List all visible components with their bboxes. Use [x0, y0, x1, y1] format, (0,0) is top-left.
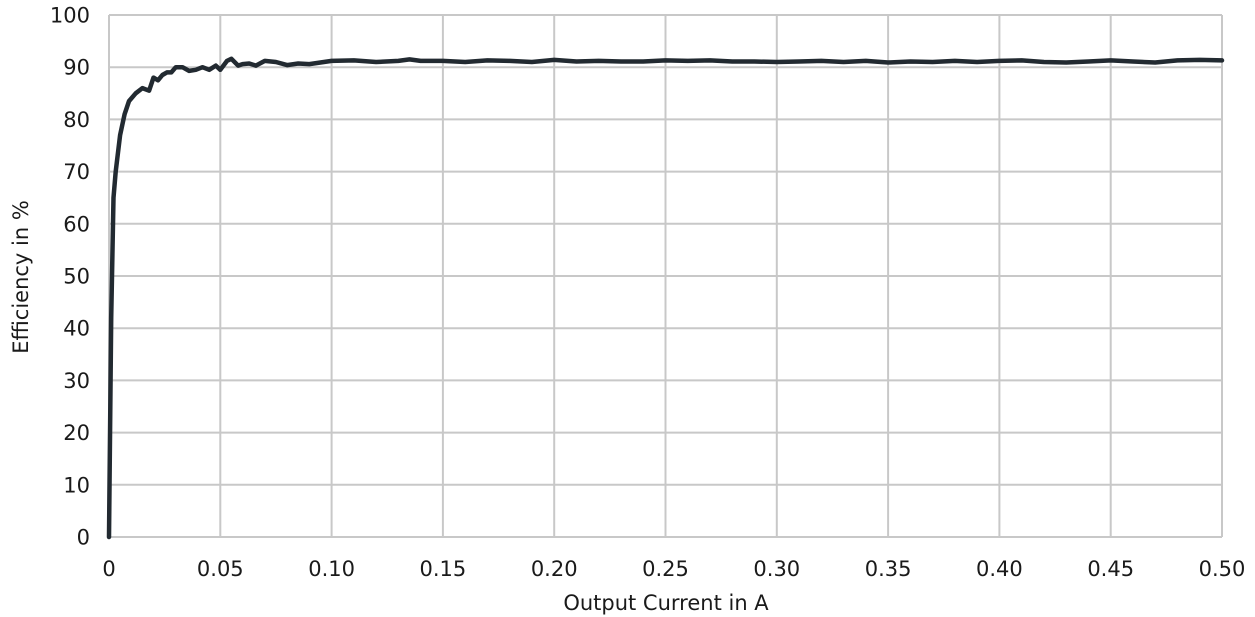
series — [106, 56, 1225, 540]
y-tick-label: 30 — [63, 369, 90, 393]
x-tick-label: 0.50 — [1199, 557, 1246, 581]
x-tick-label: 0.15 — [420, 557, 467, 581]
x-tick-label: 0.05 — [197, 557, 244, 581]
x-tick-label: 0 — [102, 557, 115, 581]
y-tick-label: 10 — [63, 473, 90, 497]
y-tick-label: 60 — [63, 212, 90, 236]
x-axis-label: Output Current in A — [563, 591, 769, 615]
y-tick-label: 40 — [63, 317, 90, 341]
efficiency-series-line — [106, 56, 1225, 540]
y-tick-label: 50 — [63, 265, 90, 289]
y-tick-label: 100 — [50, 4, 90, 28]
x-tick-label: 0.40 — [976, 557, 1023, 581]
x-tick-label: 0.20 — [531, 557, 578, 581]
y-tick-label: 90 — [63, 56, 90, 80]
tick-labels: 0 10 20 30 40 50 60 70 80 90 100 0 0.05 0.10 0.15 0.20 0… — [50, 4, 1245, 582]
x-tick-label: 0.45 — [1087, 557, 1134, 581]
grid — [108, 14, 1223, 538]
x-tick-label: 0.35 — [865, 557, 912, 581]
y-tick-label: 70 — [63, 160, 90, 184]
y-tick-label: 0 — [77, 526, 90, 550]
y-axis-label: Efficiency in % — [9, 200, 33, 354]
x-tick-label: 0.30 — [753, 557, 800, 581]
y-tick-label: 20 — [63, 421, 90, 445]
x-tick-label: 0.25 — [642, 557, 689, 581]
y-tick-label: 80 — [63, 108, 90, 132]
x-tick-label: 0.10 — [308, 557, 355, 581]
